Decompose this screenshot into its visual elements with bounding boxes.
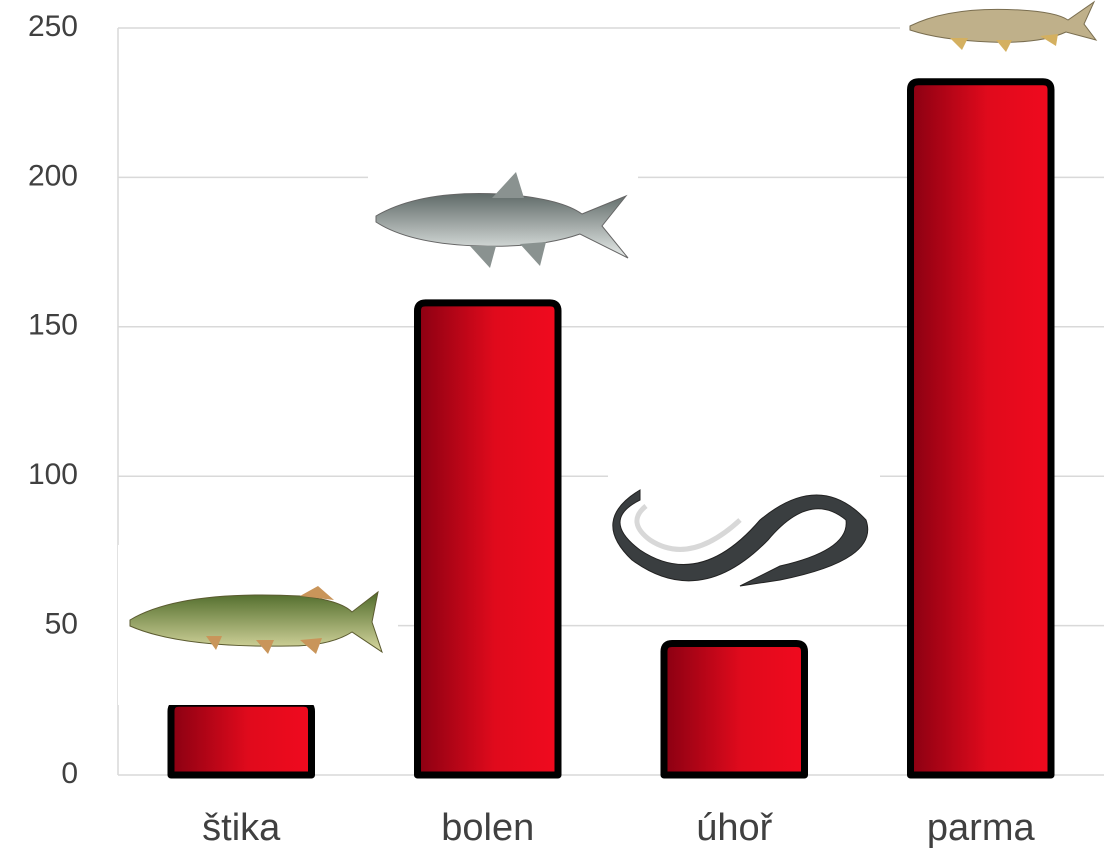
bar [660,640,809,779]
barbel-illustration [900,0,1104,56]
bar [167,699,316,779]
eel-illustration [608,470,880,610]
eel-body [612,489,869,587]
bars [167,78,1055,779]
barbel-fins [950,34,1058,52]
asp-body [375,193,629,259]
pike-body [129,590,383,654]
y-tick-label: 100 [28,458,78,491]
labels: 0 50 100 150 200 250 štika bolen úhoř parma [28,10,1036,849]
x-tick-label: úhoř [696,807,773,849]
y-tick-label: 200 [28,159,78,192]
y-tick-label: 150 [28,309,78,342]
bar [413,299,562,779]
fish-illustrations [118,0,1104,705]
eel-belly [634,504,742,552]
y-tick-label: 0 [61,757,78,790]
y-tick-label: 50 [45,608,78,641]
asp-fins [470,172,546,268]
x-tick-label: bolen [441,807,534,849]
asp-illustration [368,168,638,286]
x-tick-label: štika [202,807,281,849]
pike-fins [206,586,334,654]
y-tick-label: 250 [28,10,78,43]
pike-illustration [118,545,398,705]
bar [906,78,1055,779]
x-tick-label: parma [927,807,1036,849]
